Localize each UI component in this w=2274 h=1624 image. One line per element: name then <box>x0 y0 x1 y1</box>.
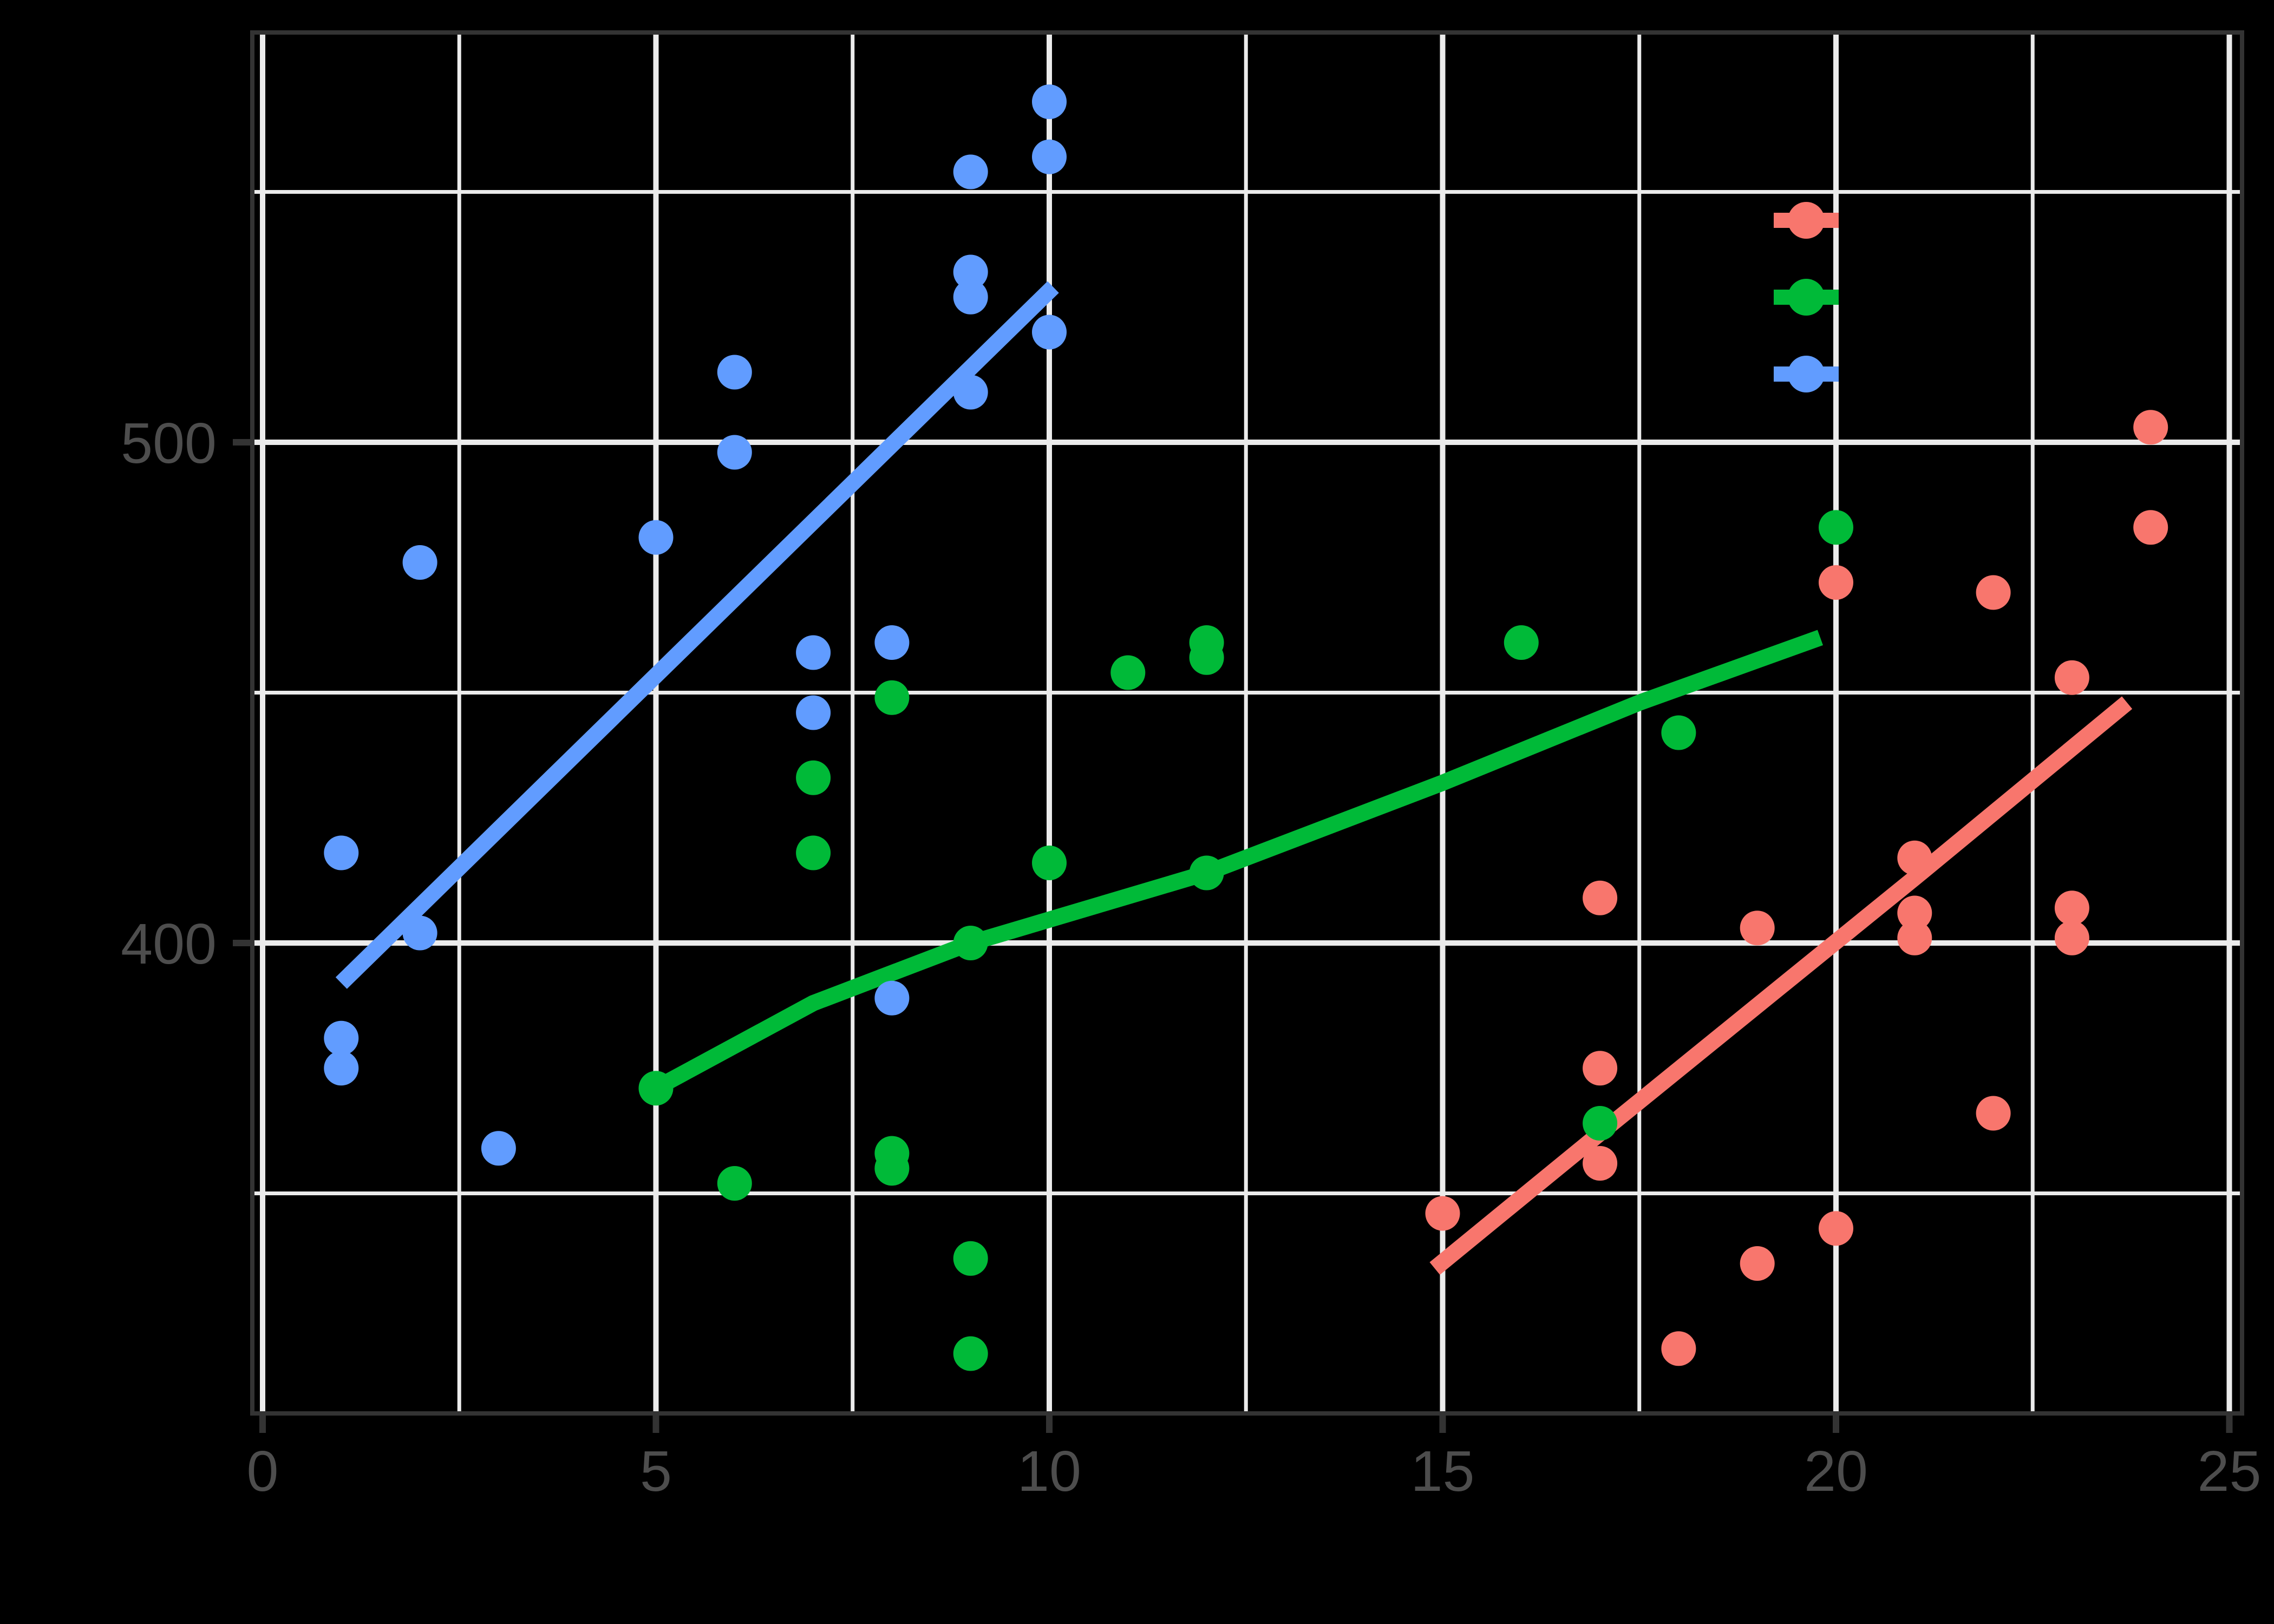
series-red-data-point <box>1819 565 1853 600</box>
series-red-data-point <box>1897 840 1932 875</box>
series-blue-data-point <box>402 915 437 951</box>
series-red-data-point <box>2133 510 2168 545</box>
y-axis-tick-label: 400 <box>121 912 217 976</box>
series-blue-data-point <box>324 835 359 870</box>
series-green-data-point <box>953 1241 988 1276</box>
series-blue-data-point <box>1032 139 1067 174</box>
series-red-data-point <box>2054 920 2089 955</box>
x-axis-tick-label: 15 <box>1411 1439 1475 1503</box>
series-blue-data-point <box>324 1020 359 1056</box>
series-blue-data-point <box>638 520 674 555</box>
x-axis-tick-label: 10 <box>1017 1439 1081 1503</box>
series-blue-data-point <box>717 435 752 470</box>
series-green-trend-line <box>652 630 1824 1096</box>
series-red-data-point <box>2054 660 2089 695</box>
series-red-data-point <box>1425 1196 1460 1231</box>
series-red-data-point <box>1740 1246 1775 1281</box>
series-blue-data-point <box>796 695 831 730</box>
legend-key-blue-point <box>1788 356 1825 392</box>
legend-key-red-point <box>1788 202 1825 239</box>
series-green-data-point <box>796 760 831 795</box>
series-red-data-point <box>1976 575 2011 610</box>
y-axis-tick-label: 500 <box>121 411 217 475</box>
series-green-data-point <box>1504 625 1539 660</box>
series-green-data-point <box>1032 846 1067 880</box>
series-green-data-point <box>953 1336 988 1371</box>
series-green-data-point <box>717 1166 752 1201</box>
series-blue-data-point <box>953 279 988 315</box>
series-red-data-point <box>1661 1331 1696 1366</box>
series-blue-data-point <box>874 625 910 660</box>
series-blue-trend-line <box>335 281 1059 989</box>
series-red-trend-line <box>1429 696 2133 1275</box>
series-red-data-point <box>2133 410 2168 445</box>
series-green-data-point <box>796 835 831 870</box>
series-green-data-point <box>953 926 988 960</box>
series-red-data-point <box>2054 890 2089 926</box>
series-blue-data-point <box>1032 84 1067 119</box>
series-blue-data-point <box>324 1051 359 1086</box>
series-red-data-point <box>1897 895 1932 931</box>
series-red-data-point <box>1976 1096 2011 1131</box>
series-red-data-point <box>1583 1146 1618 1181</box>
panel-border <box>250 30 2244 1416</box>
series-red-data-point <box>1819 1211 1853 1246</box>
series-blue-data-point <box>402 545 437 580</box>
legend-key-green-point <box>1788 279 1825 316</box>
series-green-data-point <box>1583 1106 1618 1141</box>
series-green-data-point <box>874 1151 910 1186</box>
series-blue-data-point <box>953 154 988 189</box>
x-axis-tick-label: 20 <box>1804 1439 1868 1503</box>
series-blue-data-point <box>481 1131 516 1166</box>
series-green-data-point <box>638 1071 674 1106</box>
x-axis-tick-label: 25 <box>2198 1439 2262 1503</box>
series-green-data-point <box>1819 510 1853 545</box>
series-red-data-point <box>1897 920 1932 955</box>
series-green-data-point <box>874 680 910 715</box>
series-green-data-point <box>1189 640 1224 675</box>
series-red-data-point <box>1583 1051 1618 1086</box>
series-blue-data-point <box>717 355 752 390</box>
x-axis-tick-label: 5 <box>640 1439 672 1503</box>
series-green-data-point <box>1661 715 1696 750</box>
series-blue-data-point <box>874 980 910 1016</box>
series-red-data-point <box>1740 911 1775 946</box>
x-axis-tick-label: 0 <box>247 1439 279 1503</box>
series-green-data-point <box>1110 655 1146 690</box>
series-blue-data-point <box>953 254 988 290</box>
series-green-data-point <box>1189 855 1224 890</box>
series-blue-data-point <box>796 635 831 670</box>
series-red-data-point <box>1583 880 1618 915</box>
series-blue-data-point <box>953 375 988 410</box>
series-blue-data-point <box>1032 315 1067 350</box>
